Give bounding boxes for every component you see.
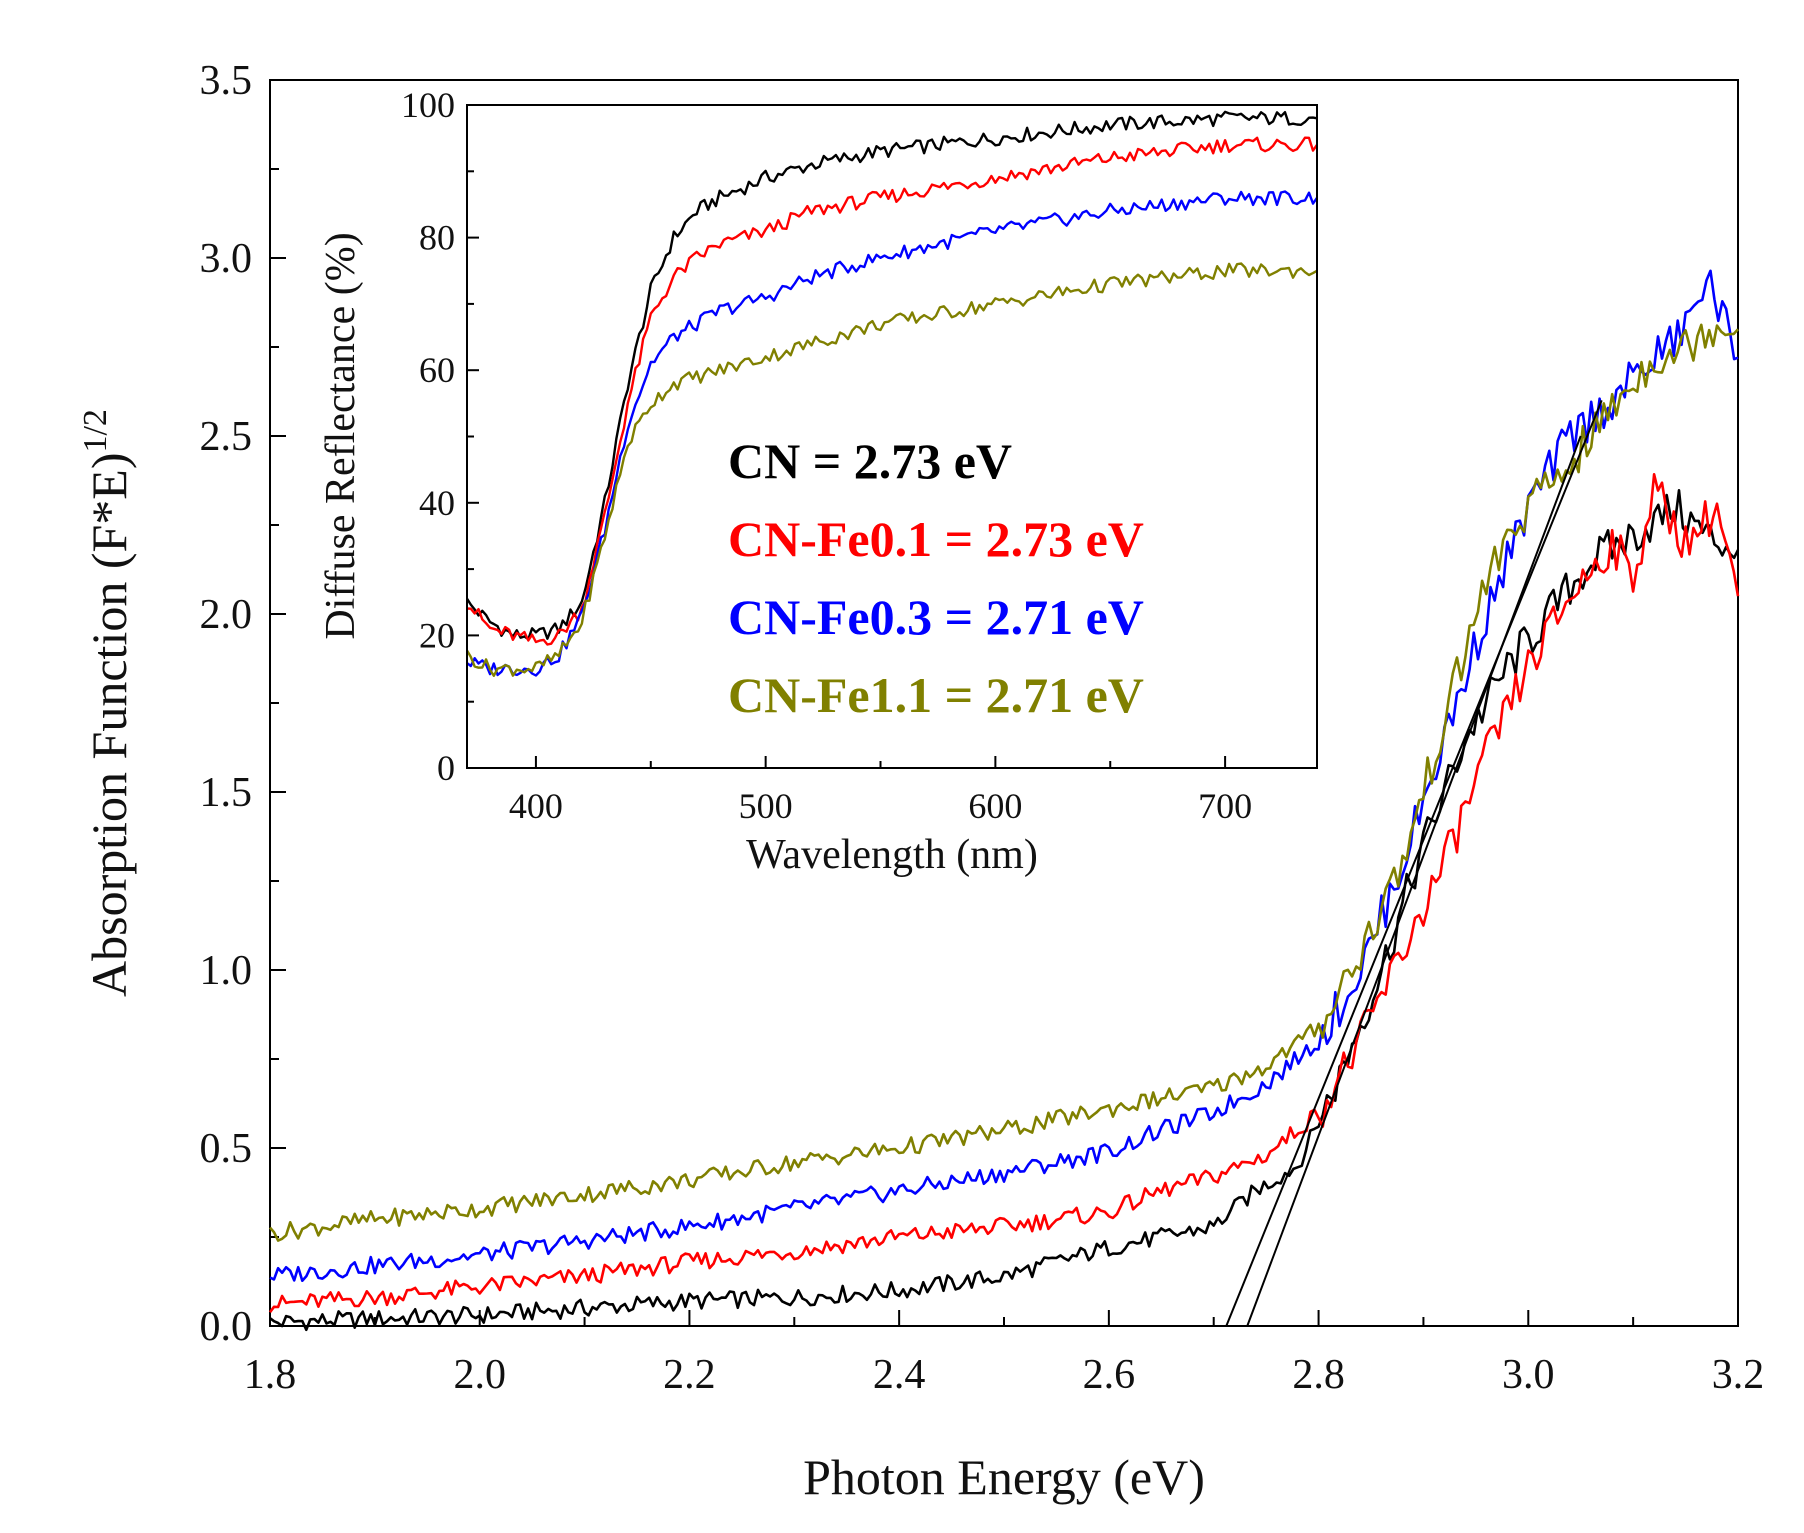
- inset-y-axis-title: Diffuse Reflectance (%): [318, 232, 364, 639]
- main-x-tick-label: 2.4: [873, 1352, 926, 1398]
- inset-plot-frame: [466, 104, 1318, 769]
- legend-cn: CN = 2.73 eV: [728, 433, 1012, 489]
- main-y-tick-label: 2.0: [200, 592, 253, 638]
- main-y-tick-label: 3.0: [200, 236, 253, 282]
- main-x-tick-label: 1.8: [244, 1352, 297, 1398]
- tangent-line: [1225, 400, 1603, 1327]
- legend-cn-fe0-3: CN-Fe0.3 = 2.71 eV: [728, 589, 1144, 645]
- main-x-axis-title: Photon Energy (eV): [803, 1449, 1205, 1505]
- main-x-tick-label: 2.2: [663, 1352, 716, 1398]
- main-y-tick-label: 2.5: [200, 414, 253, 460]
- inset-x-tick-label: 600: [968, 786, 1022, 826]
- main-y-tick-label: 3.5: [200, 58, 253, 104]
- inset-y-tick-label: 40: [419, 483, 455, 523]
- tangent-line: [1246, 435, 1582, 1327]
- legend-cn-fe1-1: CN-Fe1.1 = 2.71 eV: [728, 667, 1144, 723]
- main-x-tick-label: 3.0: [1502, 1352, 1555, 1398]
- main-y-tick-label: 1.0: [200, 948, 253, 994]
- main-series-cn-fe0-1: [268, 473, 1740, 1313]
- inset-series-cn-fe1-1: [465, 262, 1318, 677]
- main-y-tick-label: 0.5: [200, 1126, 253, 1172]
- main-y-tick-label: 1.5: [200, 770, 253, 816]
- main-series-cn-fe0-3: [269, 269, 1739, 1282]
- inset-y-tick-label: 60: [419, 350, 455, 390]
- inset-plot-background: [467, 105, 1317, 768]
- inset-x-tick-label: 700: [1198, 786, 1252, 826]
- inset-series-cn-fe0-3: [466, 190, 1318, 677]
- inset-y-tick-label: 0: [437, 748, 455, 788]
- inset-series-cn-fe0-1: [466, 136, 1318, 646]
- inset-x-axis-title: Wavelength (nm): [746, 832, 1038, 878]
- main-x-tick-label: 2.8: [1292, 1352, 1345, 1398]
- main-series-cn-fe1-1: [269, 323, 1739, 1242]
- main-x-tick-label: 3.2: [1712, 1352, 1765, 1398]
- inset-series-cn: [465, 110, 1318, 641]
- main-x-tick-label: 2.0: [453, 1352, 506, 1398]
- main-y-tick-label: 0.0: [200, 1304, 253, 1350]
- inset-y-tick-label: 100: [401, 85, 455, 125]
- legend-cn-fe0-1: CN-Fe0.1 = 2.73 eV: [728, 511, 1144, 567]
- inset-y-tick-label: 20: [419, 615, 455, 655]
- inset-y-tick-label: 80: [419, 218, 455, 258]
- main-y-axis-title-superscript: 1/2: [77, 409, 114, 452]
- inset-x-tick-label: 500: [739, 786, 793, 826]
- main-y-axis-title-text: Absorption Function (F*E): [81, 453, 137, 997]
- inset-x-tick-label: 400: [509, 786, 563, 826]
- main-y-axis-title: Absorption Function (F*E)1/2: [77, 409, 137, 997]
- main-x-tick-label: 2.6: [1083, 1352, 1136, 1398]
